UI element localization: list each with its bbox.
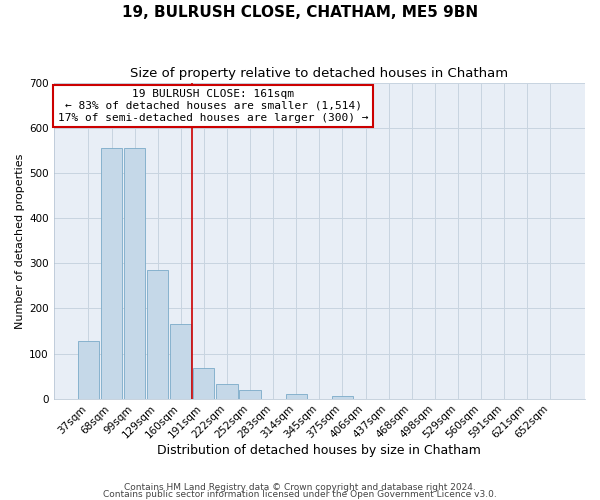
- Text: 19, BULRUSH CLOSE, CHATHAM, ME5 9BN: 19, BULRUSH CLOSE, CHATHAM, ME5 9BN: [122, 5, 478, 20]
- Text: Contains public sector information licensed under the Open Government Licence v3: Contains public sector information licen…: [103, 490, 497, 499]
- Bar: [147, 270, 169, 398]
- Bar: [332, 396, 353, 398]
- Bar: [286, 394, 307, 398]
- X-axis label: Distribution of detached houses by size in Chatham: Distribution of detached houses by size …: [157, 444, 481, 458]
- Title: Size of property relative to detached houses in Chatham: Size of property relative to detached ho…: [130, 68, 508, 80]
- Bar: [101, 148, 122, 398]
- Bar: [239, 390, 260, 398]
- Bar: [170, 324, 191, 398]
- Text: Contains HM Land Registry data © Crown copyright and database right 2024.: Contains HM Land Registry data © Crown c…: [124, 484, 476, 492]
- Bar: [124, 148, 145, 398]
- Bar: [217, 384, 238, 398]
- Y-axis label: Number of detached properties: Number of detached properties: [15, 153, 25, 328]
- Text: 19 BULRUSH CLOSE: 161sqm
← 83% of detached houses are smaller (1,514)
17% of sem: 19 BULRUSH CLOSE: 161sqm ← 83% of detach…: [58, 90, 368, 122]
- Bar: [193, 368, 214, 398]
- Bar: [78, 341, 99, 398]
